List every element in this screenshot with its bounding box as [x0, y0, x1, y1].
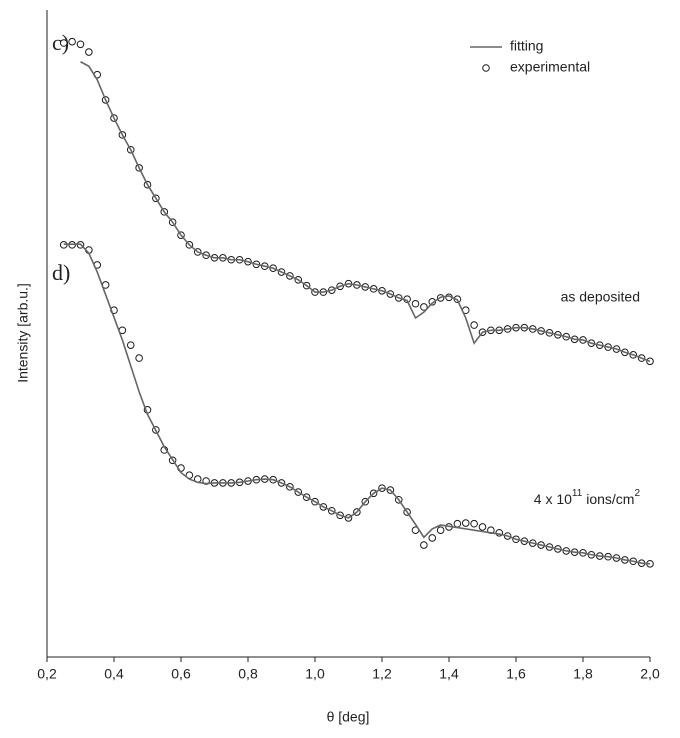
x-tick-label: 0,2 [37, 666, 57, 682]
x-tick-label: 2,0 [640, 666, 660, 682]
x-tick-label: 0,6 [171, 666, 191, 682]
x-tick-label: 0,4 [104, 666, 124, 682]
fit-line [80, 61, 651, 363]
data-point [453, 519, 462, 528]
data-point [68, 37, 76, 46]
data-point [470, 321, 478, 329]
data-point [126, 341, 135, 349]
x-tick-label: 0,8 [238, 666, 258, 682]
data-point [436, 526, 445, 534]
data-point [478, 523, 487, 531]
data-point [411, 299, 420, 308]
x-tick-label: 1,2 [372, 666, 392, 682]
x-axis-label: θ [deg] [327, 709, 370, 725]
data-point [59, 39, 68, 47]
data-point [646, 357, 654, 366]
curve-label: 4 x 1011 ions/cm2 [534, 488, 641, 507]
y-axis-label: Intensity [arb.u.] [15, 283, 31, 383]
data-point [420, 303, 428, 311]
x-tick-label: 1,0 [305, 666, 325, 682]
data-point [76, 40, 85, 49]
x-tick-label: 1,8 [573, 666, 593, 682]
data-point [470, 519, 478, 528]
curve-label: as deposited [561, 289, 640, 305]
data-point [428, 534, 437, 542]
curve-label-part: ions/cm [582, 491, 634, 507]
x-tick-label: 1,4 [439, 666, 459, 682]
x-tick-label: 1,6 [506, 666, 526, 682]
data-point [85, 48, 93, 56]
data-point [420, 541, 428, 549]
curve-label-sup: 11 [572, 488, 583, 499]
legend-label: experimental [510, 59, 590, 75]
panel-label: d) [52, 260, 70, 285]
data-point [135, 354, 143, 362]
fit-line [63, 243, 651, 565]
curve-label-sup: 2 [634, 488, 640, 499]
curve-label-part: 4 x 10 [534, 491, 572, 507]
data-point [428, 297, 437, 306]
data-point [461, 519, 470, 527]
legend-label: fitting [510, 38, 543, 54]
legend-marker [482, 64, 490, 72]
